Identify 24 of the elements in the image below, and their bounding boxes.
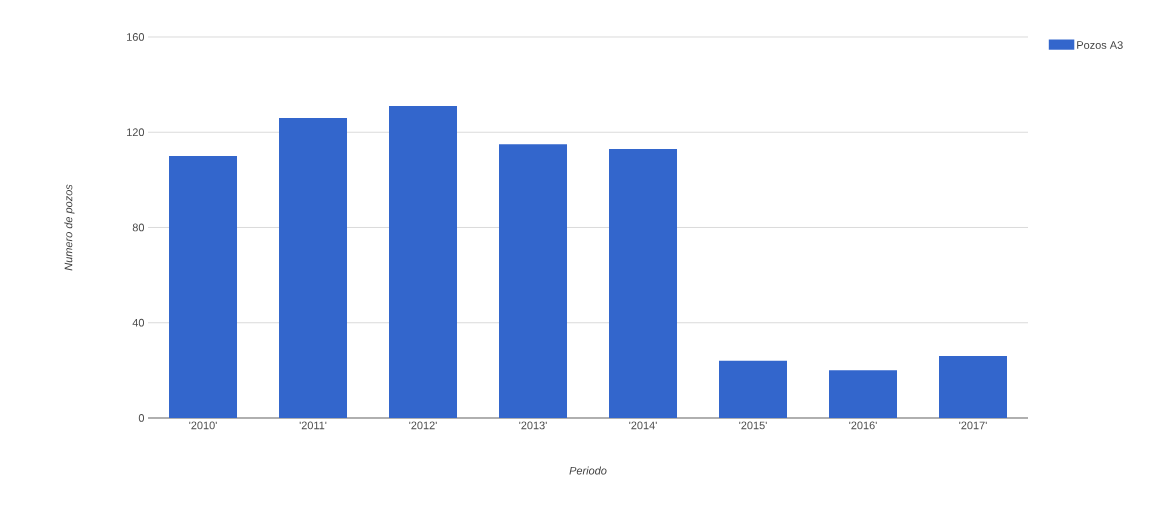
x-tick-label: '2017': [959, 421, 987, 430]
bar: [389, 106, 458, 418]
y-tick-label: 120: [127, 128, 145, 137]
x-tick-label: '2013': [519, 421, 547, 430]
bar: [499, 144, 568, 418]
x-tick-label: '2012': [409, 421, 437, 430]
x-tick-label: '2015': [739, 421, 767, 430]
x-tick-label: '2014': [629, 421, 657, 430]
legend-label: Pozos A3: [1077, 41, 1123, 49]
x-tick-label: '2016': [849, 421, 877, 430]
bar: [829, 370, 897, 418]
x-tick-label: '2010': [189, 421, 217, 430]
y-tick-label: 40: [132, 318, 145, 327]
y-axis-title: Numero de pozos: [64, 184, 75, 271]
y-tick-label: 160: [127, 33, 145, 41]
y-tick-label: 80: [132, 223, 145, 232]
bar: [169, 156, 238, 418]
bar: [279, 117, 348, 418]
bar: [609, 148, 677, 418]
x-tick-label: '2011': [299, 421, 327, 430]
bar: [719, 360, 787, 418]
bar: [939, 356, 1007, 418]
y-tick-label: 0: [138, 414, 145, 422]
x-axis-title: Periodo: [569, 466, 607, 475]
